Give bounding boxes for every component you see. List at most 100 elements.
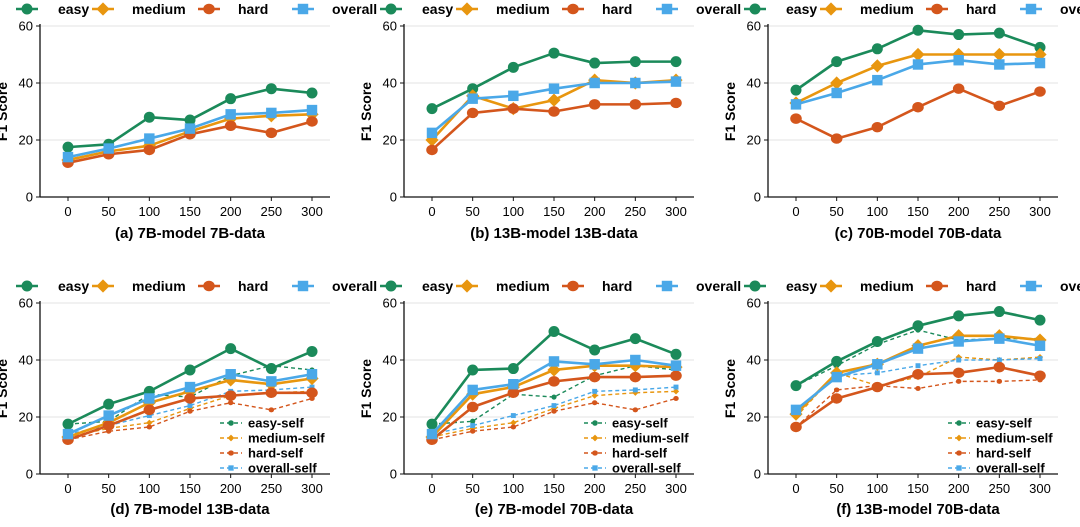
legend-marker-medium bbox=[96, 279, 110, 293]
y-tick-label: 60 bbox=[383, 296, 397, 311]
x-tick-label: 250 bbox=[988, 481, 1010, 496]
y-tick-label: 60 bbox=[747, 19, 761, 34]
series-overall bbox=[62, 104, 318, 163]
x-tick-label: 50 bbox=[465, 204, 479, 219]
data-point-overall bbox=[1034, 340, 1046, 351]
series-easy bbox=[426, 47, 682, 115]
self-legend-marker-easy-self bbox=[592, 420, 598, 426]
x-tick-label: 300 bbox=[665, 204, 687, 219]
chart-panel: 0 20 40 60 0 50 100 150 200 250 300 F1 Score (f) 13B… bbox=[722, 278, 1080, 518]
x-tick-label: 300 bbox=[1029, 204, 1051, 219]
chart-panel: 0 20 40 60 0 50 100 150 200 250 300 F1 Score (b) 13B… bbox=[358, 1, 741, 242]
data-point-easy bbox=[670, 348, 682, 360]
self-legend: easy-selfmedium-selfhard-selfoverall-sel… bbox=[220, 416, 325, 476]
x-tick-label: 50 bbox=[465, 481, 479, 496]
legend: easy medium hard overall bbox=[744, 278, 1080, 294]
legend-marker-easy bbox=[385, 280, 397, 292]
data-point-hard bbox=[306, 387, 318, 398]
data-point-hard bbox=[265, 387, 278, 398]
chart-panel: 0 20 40 60 0 50 100 150 200 250 300 F1 Score (d) 7B-… bbox=[0, 278, 377, 518]
legend-marker-easy bbox=[385, 3, 397, 15]
data-point-easy bbox=[426, 103, 438, 115]
legend-marker-overall bbox=[661, 3, 673, 15]
x-tick-label: 150 bbox=[907, 481, 929, 496]
data-point-easy bbox=[507, 61, 519, 73]
legend-label-easy: easy bbox=[786, 278, 817, 294]
x-tick-label: 300 bbox=[665, 481, 687, 496]
x-tick-label: 0 bbox=[792, 481, 799, 496]
legend-label-overall: overall bbox=[696, 1, 741, 17]
data-point-overall bbox=[548, 83, 560, 94]
self-legend-label-medium-self: medium-self bbox=[976, 431, 1053, 446]
legend-marker-hard bbox=[203, 3, 215, 15]
data-point-overall bbox=[1034, 57, 1046, 69]
data-point-easy bbox=[831, 355, 843, 367]
series-easy bbox=[426, 326, 682, 430]
y-tick-label: 20 bbox=[383, 133, 397, 148]
data-point-overall bbox=[872, 74, 883, 86]
data-point-hard bbox=[871, 381, 884, 393]
legend: easy medium hard overall bbox=[744, 1, 1080, 17]
x-tick-label: 250 bbox=[260, 481, 282, 496]
y-tick-label: 60 bbox=[383, 19, 397, 34]
data-point-hard-self bbox=[146, 424, 153, 430]
y-tick-label: 40 bbox=[747, 76, 761, 91]
self-legend-label-overall-self: overall-self bbox=[612, 461, 681, 476]
data-point-overall bbox=[266, 107, 277, 119]
data-point-easy bbox=[548, 326, 560, 337]
data-point-easy bbox=[225, 93, 237, 105]
data-point-overall-self bbox=[673, 384, 679, 390]
data-point-overall-self bbox=[309, 384, 315, 390]
y-axis-label: F1 Score bbox=[722, 359, 738, 418]
data-point-medium bbox=[830, 76, 844, 90]
legend: easy medium hard overall bbox=[380, 1, 741, 17]
data-point-hard-self bbox=[469, 428, 476, 434]
data-point-overall bbox=[912, 343, 924, 354]
data-point-medium bbox=[992, 47, 1006, 62]
data-point-hard bbox=[830, 393, 843, 404]
data-point-hard-self bbox=[591, 400, 598, 406]
y-tick-label: 0 bbox=[390, 467, 397, 482]
data-point-overall bbox=[670, 360, 682, 371]
legend-label-medium: medium bbox=[860, 278, 914, 294]
data-point-easy bbox=[467, 83, 479, 95]
x-tick-label: 150 bbox=[179, 204, 201, 219]
legend-label-medium: medium bbox=[496, 1, 550, 17]
chart-panel: 0 20 40 60 0 50 100 150 200 250 300 F1 Score (c) 70B… bbox=[722, 1, 1080, 242]
y-tick-label: 20 bbox=[747, 133, 761, 148]
data-point-overall bbox=[467, 93, 478, 104]
series-overall bbox=[426, 354, 682, 440]
legend-label-hard: hard bbox=[238, 1, 268, 17]
data-point-overall bbox=[508, 90, 519, 102]
data-point-overall bbox=[225, 109, 236, 120]
data-point-overall bbox=[831, 371, 842, 383]
data-point-hard bbox=[993, 361, 1006, 373]
data-point-overall bbox=[994, 59, 1005, 70]
data-point-overall bbox=[548, 356, 560, 367]
data-point-hard bbox=[588, 99, 601, 110]
x-tick-label: 200 bbox=[220, 481, 242, 496]
data-point-overall bbox=[306, 104, 318, 116]
chart-caption: (b) 13B-model 13B-data bbox=[470, 225, 638, 242]
data-point-medium bbox=[952, 329, 966, 343]
legend-label-easy: easy bbox=[58, 278, 89, 294]
data-point-easy bbox=[871, 43, 883, 55]
data-point-medium-self bbox=[146, 419, 153, 426]
data-point-easy bbox=[103, 398, 115, 410]
x-tick-label: 0 bbox=[428, 204, 435, 219]
data-point-overall bbox=[790, 404, 802, 416]
x-tick-label: 100 bbox=[502, 481, 524, 496]
data-point-hard-self bbox=[673, 396, 679, 401]
data-point-overall-self bbox=[996, 357, 1002, 363]
data-point-hard-self bbox=[833, 387, 840, 393]
self-legend-label-easy-self: easy-self bbox=[248, 416, 304, 431]
data-point-easy bbox=[507, 363, 519, 375]
data-point-hard bbox=[912, 369, 924, 380]
legend-label-overall: overall bbox=[1060, 278, 1080, 294]
data-point-medium-self bbox=[510, 419, 517, 426]
series-medium bbox=[789, 47, 1047, 110]
data-point-hard bbox=[629, 99, 642, 110]
data-point-easy bbox=[1034, 314, 1046, 326]
y-tick-label: 20 bbox=[19, 133, 33, 148]
x-tick-label: 250 bbox=[624, 481, 646, 496]
